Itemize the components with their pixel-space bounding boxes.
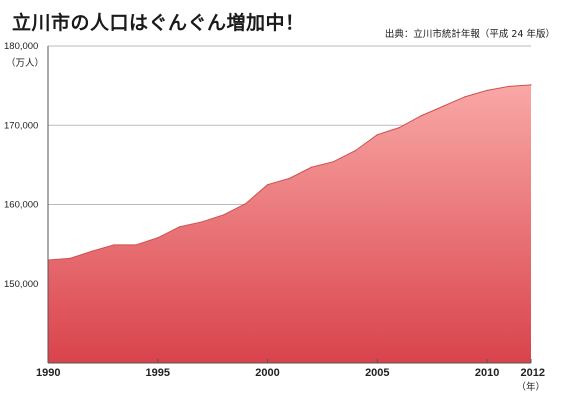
page-title: 立川市の人口はぐんぐん増加中！ <box>12 12 305 34</box>
x-tick-label: 2010 <box>475 367 499 379</box>
x-tick-label: 2005 <box>365 367 389 379</box>
data-point <box>442 105 444 107</box>
y-tick-label: 170,000 <box>4 120 38 131</box>
x-tick-label: 1995 <box>146 367 170 379</box>
y-tick-label: 150,000 <box>4 279 38 290</box>
data-point <box>135 244 137 246</box>
data-point <box>223 214 225 216</box>
x-tick-label: 2012 <box>521 367 545 379</box>
y-tick-label: 180,000 <box>4 41 38 52</box>
data-point <box>266 184 269 186</box>
data-point <box>288 177 291 179</box>
data-point <box>420 115 422 117</box>
y-tick-label: 160,000 <box>4 200 38 211</box>
data-point <box>376 134 378 136</box>
data-point <box>354 150 356 152</box>
data-point <box>179 226 181 228</box>
source-note: 出典：立川市統計年報（平成 24 年版） <box>384 29 555 40</box>
data-point <box>486 89 488 91</box>
x-tick-label: 2000 <box>255 367 279 379</box>
data-point <box>91 250 93 252</box>
data-point <box>508 85 510 88</box>
data-point <box>530 84 532 86</box>
data-point <box>398 127 400 129</box>
data-point <box>157 237 159 239</box>
data-point <box>464 96 466 98</box>
y-axis-unit: （万人） <box>6 57 44 69</box>
data-point <box>244 203 247 205</box>
population-area <box>48 84 531 363</box>
x-axis-unit: （年） <box>516 381 545 393</box>
data-point <box>113 244 115 246</box>
data-point <box>201 221 203 223</box>
data-point <box>332 161 335 163</box>
data-point <box>69 257 71 259</box>
data-point <box>310 166 313 168</box>
x-tick-label: 1990 <box>36 367 60 379</box>
